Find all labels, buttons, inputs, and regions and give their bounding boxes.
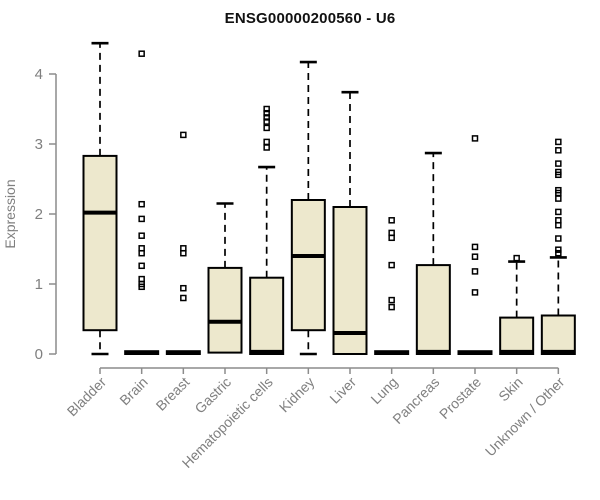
outlier-point <box>388 303 395 311</box>
outlier-point <box>471 289 479 296</box>
outlier-point <box>138 283 145 291</box>
box-pancreas <box>415 151 451 356</box>
outlier-point <box>138 215 145 223</box>
y-axis: 0 1 2 3 4 Expression <box>2 66 57 363</box>
y-tick-label: 3 <box>35 136 43 153</box>
x-tick-label-lung: Lung <box>367 374 400 407</box>
outlier-point <box>138 50 145 57</box>
outlier-point <box>471 135 479 142</box>
box-lung <box>374 217 410 356</box>
y-tick-label: 2 <box>35 206 43 223</box>
y-tick-label: 4 <box>35 66 43 83</box>
outlier-point <box>555 235 562 242</box>
x-tick-label-prostate: Prostate <box>436 374 484 422</box>
outlier-point <box>555 160 562 167</box>
outlier-point <box>263 124 270 132</box>
box-kidney <box>290 60 326 356</box>
outlier-point <box>555 221 562 229</box>
x-tick-label-skin: Skin <box>495 374 526 405</box>
outlier-point <box>555 171 562 179</box>
iqr-box <box>249 276 285 356</box>
y-axis-label: Expression <box>2 179 18 248</box>
x-tick-label-bladder: Bladder <box>64 374 110 420</box>
outlier-point <box>555 147 562 154</box>
box-hematopoietic-cells <box>249 105 285 356</box>
outlier-point <box>263 138 270 146</box>
iqr-box <box>332 206 368 355</box>
x-tick-label-brain: Brain <box>116 374 150 408</box>
box-unknown-other <box>540 138 576 355</box>
box-breast <box>165 131 201 356</box>
outlier-point <box>180 294 187 302</box>
x-tick-label-kidney: Kidney <box>276 374 318 416</box>
iqr-box <box>415 264 451 356</box>
chart-title: ENSG00000200560 - U6 <box>224 10 396 27</box>
y-tick-label: 0 <box>35 346 43 363</box>
x-tick-label-breast: Breast <box>153 374 193 414</box>
iqr-box <box>207 266 243 354</box>
outlier-point <box>180 131 187 139</box>
box-liver <box>332 90 368 355</box>
outlier-point <box>388 296 395 304</box>
box-prostate <box>457 135 493 356</box>
outlier-point <box>138 232 145 239</box>
iqr-box <box>290 199 326 332</box>
outlier-point <box>263 105 270 113</box>
outlier-point <box>138 249 145 257</box>
outlier-point <box>180 284 187 292</box>
outlier-point <box>138 200 145 208</box>
outlier-point <box>138 262 145 270</box>
outlier-point <box>180 249 187 257</box>
outlier-point <box>471 253 479 260</box>
outlier-point <box>388 217 395 224</box>
outlier-point <box>555 246 562 253</box>
outlier-point <box>555 249 562 257</box>
box-bladder <box>82 41 118 356</box>
outlier-point <box>263 118 270 125</box>
outlier-point <box>263 144 270 151</box>
outlier-point <box>555 208 562 216</box>
iqr-box <box>499 316 535 356</box>
y-tick-label: 1 <box>35 276 43 293</box>
box-brain <box>124 50 160 356</box>
outlier-point <box>388 261 395 269</box>
outlier-point <box>388 234 395 242</box>
box-skin <box>499 254 535 356</box>
outlier-point <box>263 114 270 121</box>
outlier-point <box>471 243 479 251</box>
outlier-point <box>555 138 562 146</box>
iqr-box <box>540 314 576 355</box>
outlier-point <box>555 195 562 202</box>
x-tick-label-liver: Liver <box>326 374 359 407</box>
iqr-box <box>82 154 118 332</box>
outlier-point <box>471 268 479 275</box>
outlier-point <box>513 254 520 262</box>
x-tick-label-unknown-other: Unknown / Other <box>482 374 568 460</box>
box-gastric <box>207 202 243 354</box>
outlier-point <box>263 109 270 117</box>
